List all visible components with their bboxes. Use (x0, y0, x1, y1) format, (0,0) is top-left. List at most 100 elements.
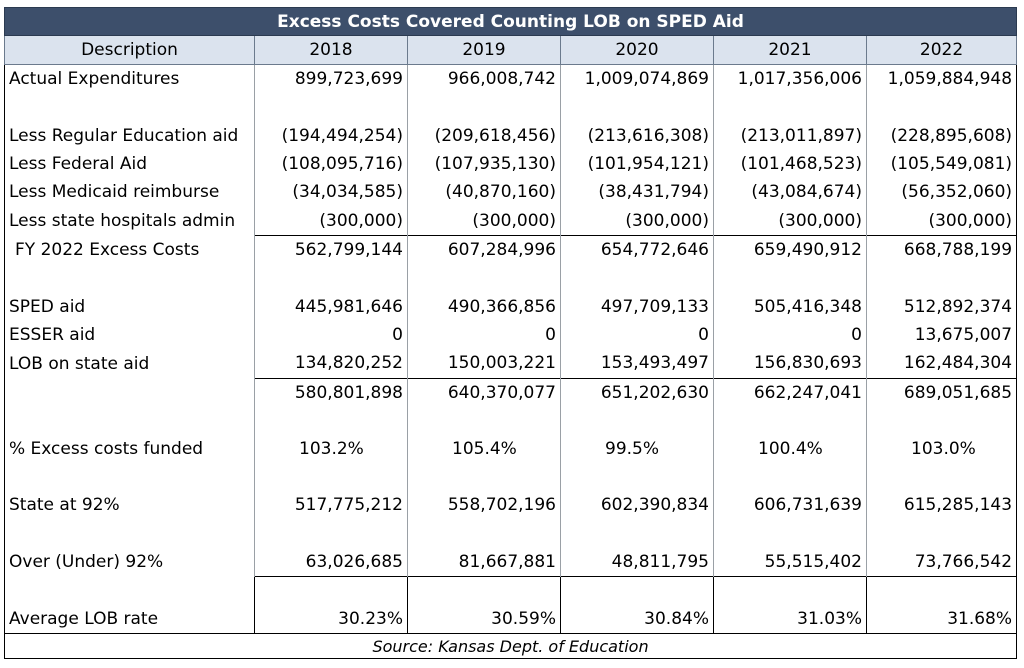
cell-value: (300,000) (560, 206, 714, 236)
cell-value: 0 (407, 320, 561, 350)
cell-value: (101,954,121) (560, 149, 714, 179)
cell-value: 103.0% (865, 434, 1018, 464)
table-row: Less Regular Education aid (194,494,254)… (4, 121, 1018, 150)
row-label: State at 92% (4, 491, 255, 520)
cell-value: 0 (254, 320, 408, 350)
cell-value: 100.4% (713, 434, 867, 464)
cell-value: 505,416,348 (713, 292, 867, 321)
header-row: Description 2018 2019 2020 2021 2022 (4, 35, 1018, 65)
table-row: State at 92% 517,775,212 558,702,196 602… (4, 491, 1018, 520)
table-row: % Excess costs funded 103.2% 105.4% 99.5… (4, 434, 1018, 464)
row-label: FY 2022 Excess Costs (4, 235, 255, 265)
cell-value: (105,549,081) (865, 149, 1018, 179)
cell-value: (300,000) (713, 206, 867, 236)
row-label: Average LOB rate (4, 605, 255, 634)
table-row: Less Federal Aid (108,095,716) (107,935,… (4, 149, 1018, 179)
cell-value: 153,493,497 (560, 349, 714, 379)
cell-value: 1,059,884,948 (865, 64, 1018, 94)
source-note: Source: Kansas Dept. of Education (3, 633, 1018, 660)
row-label: Less Federal Aid (4, 149, 255, 179)
row-label: Less state hospitals admin (4, 206, 255, 236)
cell-value: (209,618,456) (407, 121, 561, 150)
cell-value: 150,003,221 (407, 349, 561, 379)
cell-value: 31.68% (865, 605, 1018, 634)
excess-costs-table: Excess Costs Covered Counting LOB on SPE… (3, 7, 1018, 660)
header-year: 2021 (713, 35, 867, 65)
cell-value: 63,026,685 (254, 547, 408, 577)
cell-value: (300,000) (254, 206, 408, 236)
cell-value: 654,772,646 (560, 234, 714, 265)
spacer-row (4, 463, 1018, 492)
table-row: 580,801,898 640,370,077 651,202,630 662,… (4, 377, 1018, 407)
header-year: 2022 (865, 35, 1018, 65)
cell-value: (43,084,674) (713, 178, 867, 207)
cell-value: 607,284,996 (407, 234, 561, 265)
cell-value: (107,935,130) (407, 149, 561, 179)
cell-value: 651,202,630 (560, 377, 714, 407)
cell-value: 30.84% (560, 605, 714, 634)
row-label: ESSER aid (4, 320, 255, 350)
table-row: LOB on state aid 134,820,252 150,003,221… (4, 349, 1018, 379)
row-label: Over (Under) 92% (4, 547, 255, 577)
cell-value: (194,494,254) (254, 121, 408, 150)
spacer-row (4, 93, 1018, 122)
table-title: Excess Costs Covered Counting LOB on SPE… (3, 7, 1018, 36)
table-row: Average LOB rate 30.23% 30.59% 30.84% 31… (4, 605, 1018, 634)
row-label: Less Medicaid reimburse (4, 178, 255, 207)
cell-value: 162,484,304 (865, 349, 1018, 379)
table-row: Less state hospitals admin (300,000) (30… (4, 206, 1018, 236)
table-row: Actual Expenditures 899,723,699 966,008,… (4, 64, 1018, 94)
cell-value: 558,702,196 (407, 491, 561, 520)
cell-value: 445,981,646 (254, 292, 408, 321)
row-label: Less Regular Education aid (4, 121, 255, 150)
spacer-row (4, 576, 1018, 606)
cell-value: 497,709,133 (560, 292, 714, 321)
cell-value: 689,051,685 (865, 377, 1018, 407)
cell-value: (213,011,897) (713, 121, 867, 150)
cell-value: 1,009,074,869 (560, 64, 714, 94)
cell-value: 668,788,199 (865, 234, 1018, 265)
cell-value: 562,799,144 (254, 234, 408, 265)
row-label: Actual Expenditures (4, 64, 255, 94)
cell-value: 55,515,402 (713, 547, 867, 577)
spacer-row (4, 406, 1018, 435)
table-row: ESSER aid 0 0 0 0 13,675,007 (4, 320, 1018, 350)
source-row: Source: Kansas Dept. of Education (3, 633, 1018, 660)
cell-value: (34,034,585) (254, 178, 408, 207)
table-row: SPED aid 445,981,646 490,366,856 497,709… (4, 292, 1018, 321)
title-row: Excess Costs Covered Counting LOB on SPE… (3, 7, 1018, 36)
cell-value: (56,352,060) (865, 178, 1018, 207)
cell-value: 899,723,699 (254, 64, 408, 94)
cell-value: 1,017,356,006 (713, 64, 867, 94)
header-year: 2018 (254, 35, 408, 65)
cell-value: 31.03% (713, 605, 867, 634)
cell-value: 490,366,856 (407, 292, 561, 321)
cell-value: (228,895,608) (865, 121, 1018, 150)
row-label: % Excess costs funded (4, 434, 255, 464)
header-year: 2020 (560, 35, 714, 65)
cell-value: 30.59% (407, 605, 561, 634)
table-row: Less Medicaid reimburse (34,034,585) (40… (4, 178, 1018, 207)
spacer-row (4, 264, 1018, 293)
cell-value: 659,490,912 (713, 234, 867, 265)
cell-value: 512,892,374 (865, 292, 1018, 321)
cell-value: 13,675,007 (865, 320, 1018, 350)
cell-value: 0 (560, 320, 714, 350)
row-label: LOB on state aid (4, 349, 255, 379)
cell-value: 73,766,542 (865, 547, 1018, 577)
cell-value: (300,000) (865, 206, 1018, 236)
cell-value: 966,008,742 (407, 64, 561, 94)
cell-value: (108,095,716) (254, 149, 408, 179)
cell-value: 105.4% (407, 434, 561, 464)
header-description: Description (4, 35, 255, 65)
cell-value: 615,285,143 (865, 491, 1018, 520)
cell-value: (213,616,308) (560, 121, 714, 150)
cell-value: 134,820,252 (254, 349, 408, 379)
cell-value: 0 (713, 320, 867, 350)
spacer-row (4, 519, 1018, 548)
cell-value: 99.5% (560, 434, 714, 464)
report-table-container: Excess Costs Covered Counting LOB on SPE… (3, 7, 1018, 660)
row-label (4, 378, 255, 407)
cell-value: 103.2% (254, 434, 408, 464)
cell-value: 517,775,212 (254, 491, 408, 520)
